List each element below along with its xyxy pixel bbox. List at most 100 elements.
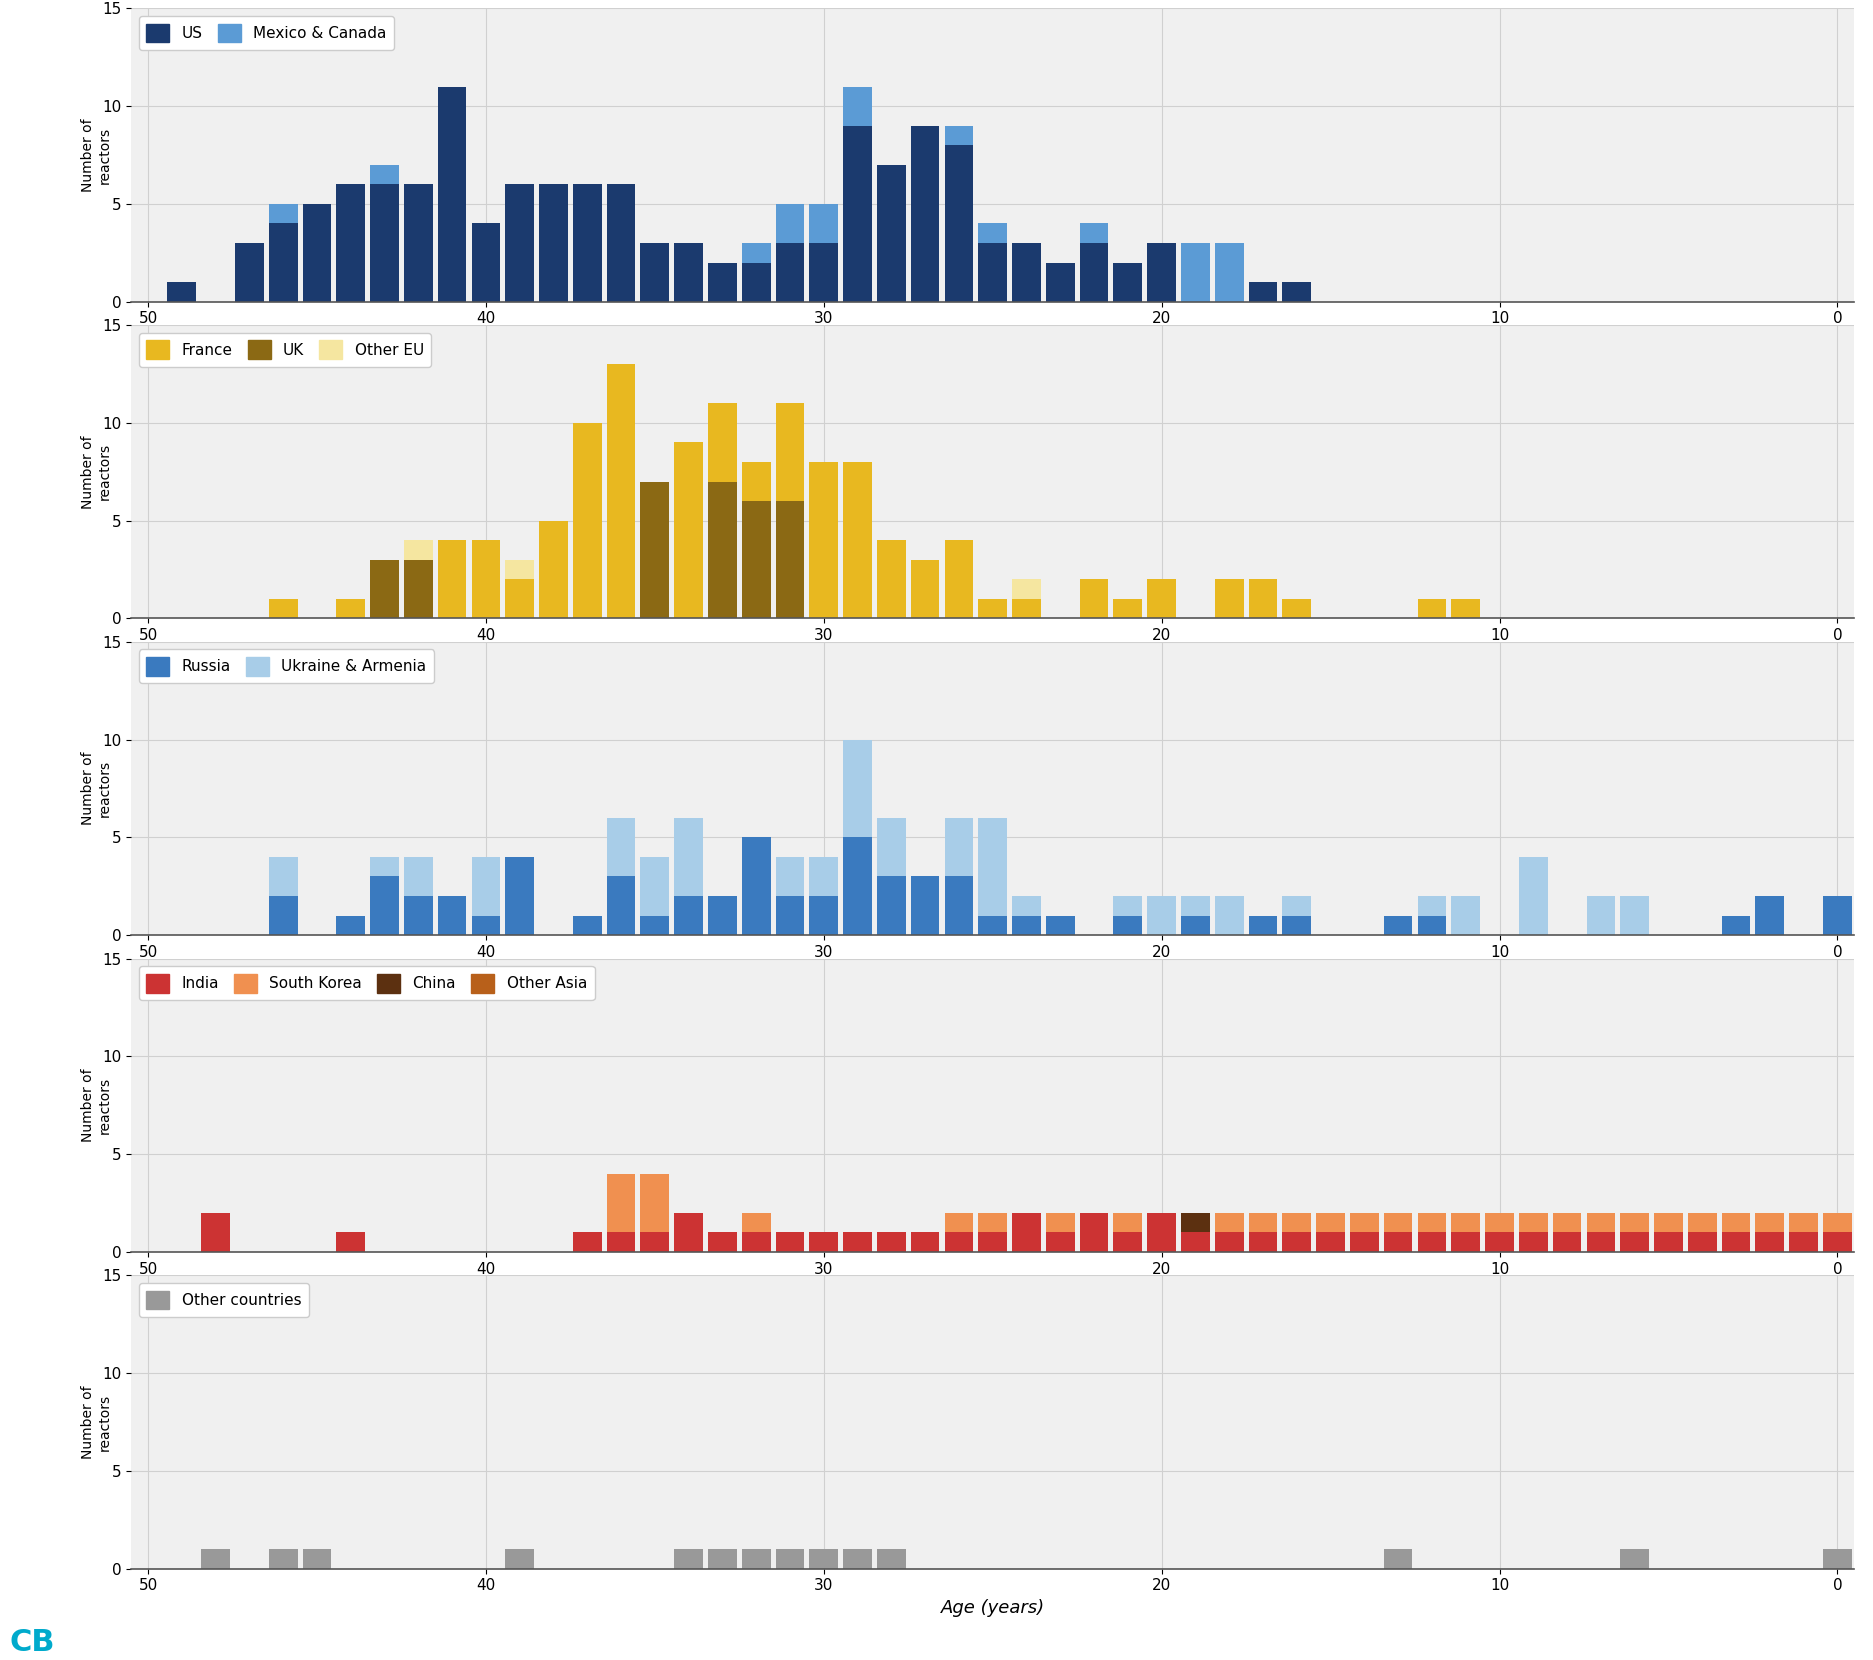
- Bar: [1079, 1213, 1109, 1252]
- Bar: [1721, 916, 1751, 935]
- Bar: [1283, 916, 1311, 935]
- Bar: [1620, 1213, 1648, 1252]
- Bar: [1216, 1232, 1244, 1252]
- Bar: [506, 857, 534, 935]
- Bar: [167, 282, 197, 302]
- Bar: [1519, 1232, 1547, 1252]
- Bar: [1755, 896, 1785, 935]
- Bar: [674, 443, 702, 619]
- Bar: [809, 1549, 837, 1569]
- Bar: [708, 1232, 736, 1252]
- Bar: [775, 1232, 804, 1252]
- Bar: [809, 1232, 837, 1252]
- Bar: [877, 540, 907, 619]
- Bar: [742, 837, 770, 935]
- Bar: [708, 481, 736, 619]
- Bar: [944, 126, 974, 302]
- Bar: [1011, 599, 1041, 619]
- Bar: [674, 818, 702, 935]
- Bar: [674, 242, 702, 302]
- Bar: [371, 857, 399, 935]
- Bar: [1452, 1213, 1480, 1252]
- Bar: [607, 540, 635, 619]
- Legend: India, South Korea, China, Other Asia: India, South Korea, China, Other Asia: [139, 966, 594, 1001]
- Bar: [877, 876, 907, 935]
- Bar: [1148, 896, 1176, 935]
- Bar: [978, 916, 1008, 935]
- Bar: [337, 599, 365, 619]
- Bar: [303, 204, 332, 302]
- Bar: [1283, 599, 1311, 619]
- Bar: [1418, 916, 1446, 935]
- Bar: [607, 818, 635, 935]
- Bar: [809, 540, 837, 619]
- Bar: [1822, 1232, 1852, 1252]
- Bar: [775, 540, 804, 619]
- Bar: [1283, 599, 1311, 619]
- Bar: [234, 242, 264, 302]
- Bar: [1182, 242, 1210, 302]
- Bar: [1620, 1549, 1648, 1569]
- Bar: [1822, 1213, 1852, 1252]
- Bar: [539, 184, 568, 302]
- Bar: [1079, 242, 1109, 302]
- Bar: [843, 540, 873, 619]
- Bar: [1113, 599, 1143, 619]
- Bar: [708, 1232, 736, 1252]
- Bar: [1586, 1232, 1615, 1252]
- Bar: [1620, 1232, 1648, 1252]
- Bar: [1384, 1549, 1412, 1569]
- Bar: [1721, 1232, 1751, 1252]
- Bar: [405, 540, 433, 619]
- Bar: [708, 262, 736, 302]
- Bar: [1216, 1213, 1244, 1252]
- Bar: [910, 876, 940, 935]
- Bar: [1519, 857, 1547, 935]
- Bar: [1148, 1213, 1176, 1252]
- Bar: [944, 1213, 974, 1252]
- Bar: [944, 540, 974, 619]
- Bar: [944, 540, 974, 619]
- Bar: [1620, 1213, 1648, 1252]
- Bar: [1755, 1213, 1785, 1252]
- Bar: [1249, 1232, 1277, 1252]
- Bar: [1418, 1213, 1446, 1252]
- Bar: [506, 559, 534, 619]
- Bar: [674, 896, 702, 935]
- Bar: [1113, 1232, 1143, 1252]
- Bar: [944, 144, 974, 302]
- Bar: [1822, 1549, 1852, 1569]
- Bar: [539, 521, 568, 619]
- Bar: [910, 1232, 940, 1252]
- Bar: [1620, 1232, 1648, 1252]
- Bar: [270, 224, 298, 302]
- Bar: [742, 1549, 770, 1569]
- Bar: [1113, 262, 1143, 302]
- Bar: [843, 1232, 873, 1252]
- Bar: [775, 204, 804, 302]
- Bar: [573, 916, 601, 935]
- Bar: [1317, 1232, 1345, 1252]
- Bar: [877, 1549, 907, 1569]
- Bar: [1485, 1213, 1513, 1252]
- Bar: [944, 1232, 974, 1252]
- Bar: [1822, 1232, 1852, 1252]
- Bar: [1113, 896, 1143, 935]
- Y-axis label: Number of
reactors: Number of reactors: [82, 118, 112, 193]
- Bar: [607, 1232, 635, 1252]
- Bar: [438, 540, 466, 619]
- Bar: [877, 164, 907, 302]
- Bar: [843, 126, 873, 302]
- Bar: [337, 1232, 365, 1252]
- Bar: [978, 1232, 1008, 1252]
- Bar: [607, 876, 635, 935]
- Bar: [1519, 1213, 1547, 1252]
- Bar: [1283, 896, 1311, 935]
- Bar: [1148, 1213, 1176, 1252]
- Bar: [742, 501, 770, 619]
- Legend: Russia, Ukraine & Armenia: Russia, Ukraine & Armenia: [139, 649, 435, 684]
- Bar: [742, 262, 770, 302]
- Bar: [1721, 1232, 1751, 1252]
- Bar: [641, 916, 669, 935]
- Bar: [1283, 1232, 1311, 1252]
